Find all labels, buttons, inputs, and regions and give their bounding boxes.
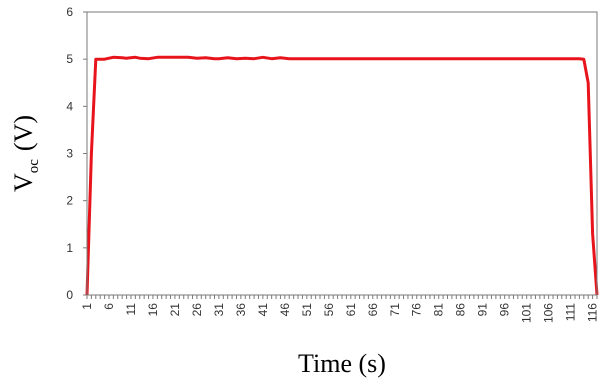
y-axis-ticks: 0 1 2 3 4 5 6 xyxy=(66,5,87,302)
y-tick-label: 4 xyxy=(66,99,73,113)
x-tick-label: 91 xyxy=(476,303,490,317)
x-tick-label: 11 xyxy=(124,303,138,316)
x-tick-label: 96 xyxy=(498,303,512,317)
x-tick-label: 76 xyxy=(410,303,424,317)
x-tick-label: 46 xyxy=(278,303,292,317)
x-tick-label: 6 xyxy=(102,303,116,310)
x-tick-label: 86 xyxy=(454,303,468,317)
x-tick-label: 41 xyxy=(256,303,270,317)
x-tick-label: 16 xyxy=(146,303,160,317)
x-tick-label: 81 xyxy=(432,303,446,317)
x-tick-label: 56 xyxy=(322,303,336,317)
y-axis-title: Voc (V) xyxy=(9,115,42,192)
x-tick-label: 71 xyxy=(388,303,402,317)
x-tick-label: 61 xyxy=(344,303,358,317)
x-tick-label: 36 xyxy=(234,303,248,317)
x-tick-label: 26 xyxy=(190,303,204,317)
y-tick-label: 1 xyxy=(66,241,73,255)
x-axis-title: Time (s) xyxy=(298,349,386,378)
x-tick-label: 51 xyxy=(300,303,314,317)
x-tick-label: 1 xyxy=(80,303,94,310)
x-tick-label: 31 xyxy=(212,303,226,317)
x-tick-label: 101 xyxy=(520,303,534,323)
x-tick-label: 116 xyxy=(586,303,600,322)
y-tick-label: 3 xyxy=(66,147,73,161)
y-axis-title-unit: (V) xyxy=(9,115,38,151)
voc-series-line xyxy=(85,55,599,296)
y-tick-label: 2 xyxy=(66,194,73,208)
y-tick-label: 6 xyxy=(66,5,73,19)
y-axis-title-subscript: oc xyxy=(26,159,42,174)
y-tick-label: 5 xyxy=(66,52,73,66)
y-tick-label: 0 xyxy=(66,288,73,302)
x-tick-label: 21 xyxy=(168,303,182,317)
series-layer xyxy=(85,55,599,296)
y-axis-title-main: V xyxy=(9,173,38,192)
plot-area-frame xyxy=(86,11,598,296)
x-tick-label: 66 xyxy=(366,303,380,317)
x-axis-ticks: 1 6 11 16 21 26 31 36 41 46 51 56 61 66 71 76 81 86 91 96 10… xyxy=(80,295,600,323)
x-tick-label: 106 xyxy=(542,303,556,323)
x-tick-label: 111 xyxy=(564,303,578,322)
